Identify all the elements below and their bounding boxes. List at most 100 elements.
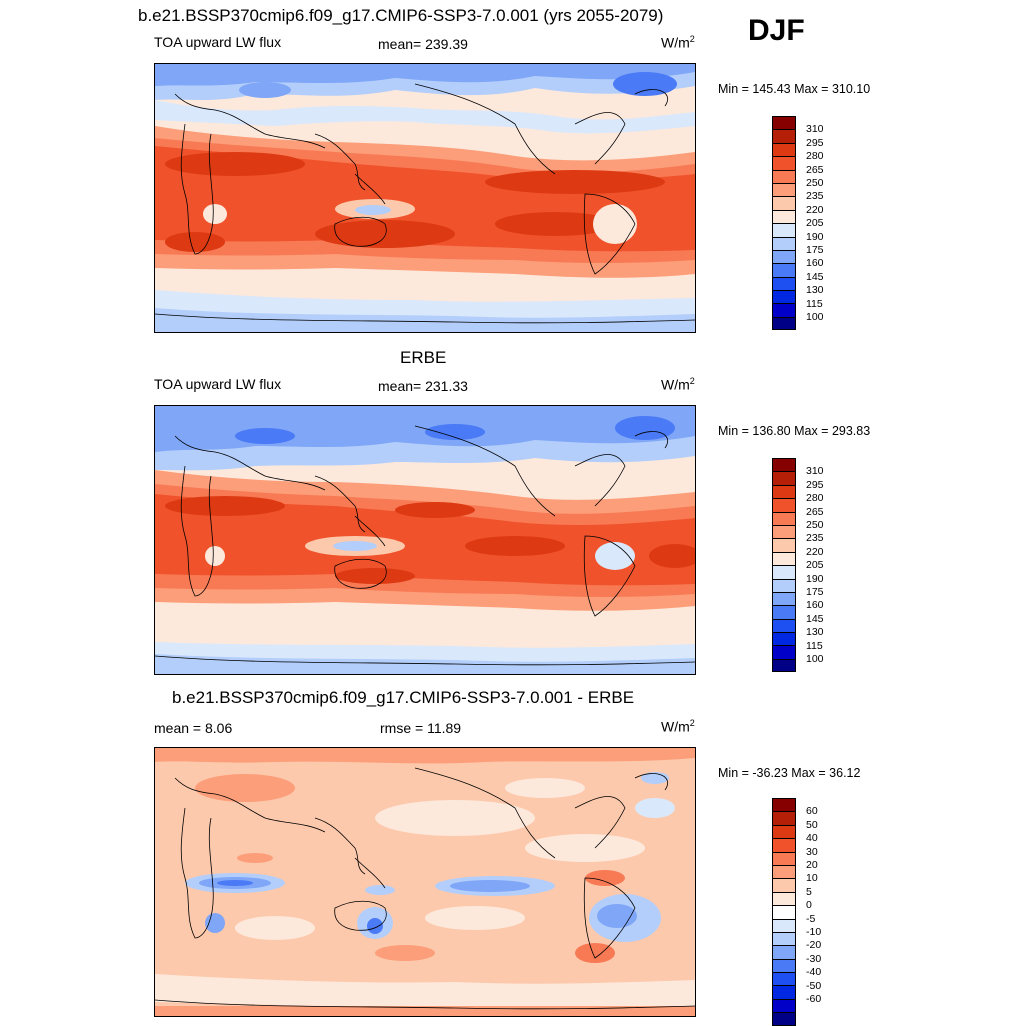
colorbar-box (772, 605, 796, 619)
colorbar-tick-label: 20 (806, 859, 818, 871)
panel3-title: b.e21.BSSP370cmip6.f09_g17.CMIP6-SSP3-7.… (172, 688, 635, 707)
colorbar-tick-label: 160 (806, 599, 824, 612)
colorbar-box (772, 209, 796, 224)
colorbar-tick-label: 5 (806, 885, 812, 898)
colorbar-tick-label: 250 (806, 519, 824, 531)
panel1-minmax: Min = 145.43 Max = 310.10 (718, 82, 871, 96)
panel3-map (154, 747, 696, 1017)
colorbar-tick-label: 10 (806, 872, 818, 885)
colorbar-box (772, 891, 796, 906)
colorbar-box (772, 878, 796, 892)
colorbar-box (772, 824, 796, 839)
panel1-units: W/m2 (661, 34, 695, 51)
colorbar-tick-label: 115 (806, 297, 823, 310)
colorbar-box (772, 169, 796, 183)
panel2-units: W/m2 (661, 376, 695, 393)
colorbar-box (772, 538, 796, 552)
colorbar-box (772, 236, 796, 250)
colorbar-box (772, 958, 796, 973)
colorbar-tick-label: 235 (806, 532, 824, 545)
panel2-colorbar (772, 458, 796, 673)
colorbar-tick-label: 220 (806, 545, 824, 558)
panel1-title: b.e21.BSSP370cmip6.f09_g17.CMIP6-SSP3-7.… (138, 6, 664, 25)
colorbar-box (772, 249, 796, 264)
panel3-minmax: Min = -36.23 Max = 36.12 (718, 766, 861, 780)
colorbar-tick-label: 40 (806, 832, 818, 845)
panel2-variable-label: TOA upward LW flux (154, 376, 282, 392)
colorbar-tick-label: 190 (806, 230, 824, 243)
colorbar-tick-label: 175 (806, 586, 824, 598)
colorbar-box (772, 645, 796, 659)
colorbar-box (772, 290, 796, 304)
colorbar-tick-label: 130 (806, 284, 824, 297)
colorbar-box (772, 316, 796, 331)
colorbar-tick-label: -10 (806, 926, 822, 938)
colorbar-box (772, 931, 796, 946)
colorbar-tick-label: 265 (806, 505, 824, 518)
colorbar-tick-label: -20 (806, 939, 822, 952)
colorbar-tick-label: 280 (806, 492, 824, 505)
colorbar-box (772, 972, 796, 986)
colorbar-box (772, 142, 796, 157)
colorbar-tick-label: 265 (806, 163, 824, 176)
colorbar-box (772, 578, 796, 592)
colorbar-tick-label: 60 (806, 805, 818, 818)
colorbar-box (772, 263, 796, 277)
colorbar-box (772, 116, 796, 130)
panel1-mean-label: mean= 239.39 (378, 36, 468, 52)
colorbar-box (772, 182, 796, 197)
colorbar-box (772, 524, 796, 539)
panel3-mean-label: mean = 8.06 (154, 720, 233, 736)
colorbar-tick-label: 0 (806, 899, 812, 912)
colorbar-box (772, 471, 796, 485)
colorbar-tick-label: 295 (806, 478, 824, 491)
colorbar-box (772, 632, 796, 646)
colorbar-tick-label: 50 (806, 818, 818, 831)
colorbar-box (772, 591, 796, 606)
colorbar-tick-label: 145 (806, 612, 824, 625)
colorbar-box (772, 618, 796, 633)
colorbar-tick-label: 175 (806, 244, 824, 256)
colorbar-tick-label: 100 (806, 311, 824, 323)
colorbar-box (772, 565, 796, 579)
colorbar-tick-label: 280 (806, 150, 824, 163)
colorbar-box (772, 811, 796, 825)
colorbar-tick-label: 205 (806, 217, 824, 230)
colorbar-tick-label: 115 (806, 639, 823, 652)
colorbar-tick-label: 220 (806, 203, 824, 216)
colorbar-box (772, 484, 796, 499)
colorbar-tick-label: -40 (806, 966, 822, 979)
colorbar-box (772, 498, 796, 512)
panel1-map (154, 63, 696, 333)
colorbar-box (772, 864, 796, 879)
panel3-colorbar (772, 798, 796, 1026)
panel3-rmse-label: rmse = 11.89 (380, 720, 462, 736)
colorbar-box (772, 658, 796, 673)
colorbar-box (772, 511, 796, 525)
colorbar-tick-label: 190 (806, 572, 824, 585)
colorbar-box (772, 918, 796, 932)
panel1-variable-label: TOA upward LW flux (154, 34, 282, 50)
colorbar-box (772, 998, 796, 1013)
colorbar-tick-label: 235 (806, 190, 824, 203)
colorbar-tick-label: 100 (806, 653, 824, 665)
panel1-colorbar (772, 116, 796, 331)
panel2-title: ERBE (400, 348, 447, 367)
colorbar-tick-label: 130 (806, 626, 824, 639)
colorbar-tick-label: 160 (806, 257, 824, 270)
panel2-minmax: Min = 136.80 Max = 293.83 (718, 424, 871, 438)
colorbar-tick-label: 250 (806, 177, 824, 189)
colorbar-tick-label: 30 (806, 845, 818, 858)
season-label: DJF (748, 14, 805, 47)
colorbar-box (772, 551, 796, 566)
colorbar-tick-label: -5 (806, 912, 816, 925)
colorbar-box (772, 905, 796, 919)
panel3-units: W/m2 (661, 718, 695, 735)
colorbar-tick-label: 145 (806, 270, 824, 283)
colorbar-box (772, 458, 796, 472)
colorbar-box (772, 945, 796, 959)
colorbar-box (772, 129, 796, 143)
colorbar-box (772, 196, 796, 210)
colorbar-tick-label: -30 (806, 952, 822, 965)
colorbar-tick-label: -60 (806, 993, 822, 1005)
